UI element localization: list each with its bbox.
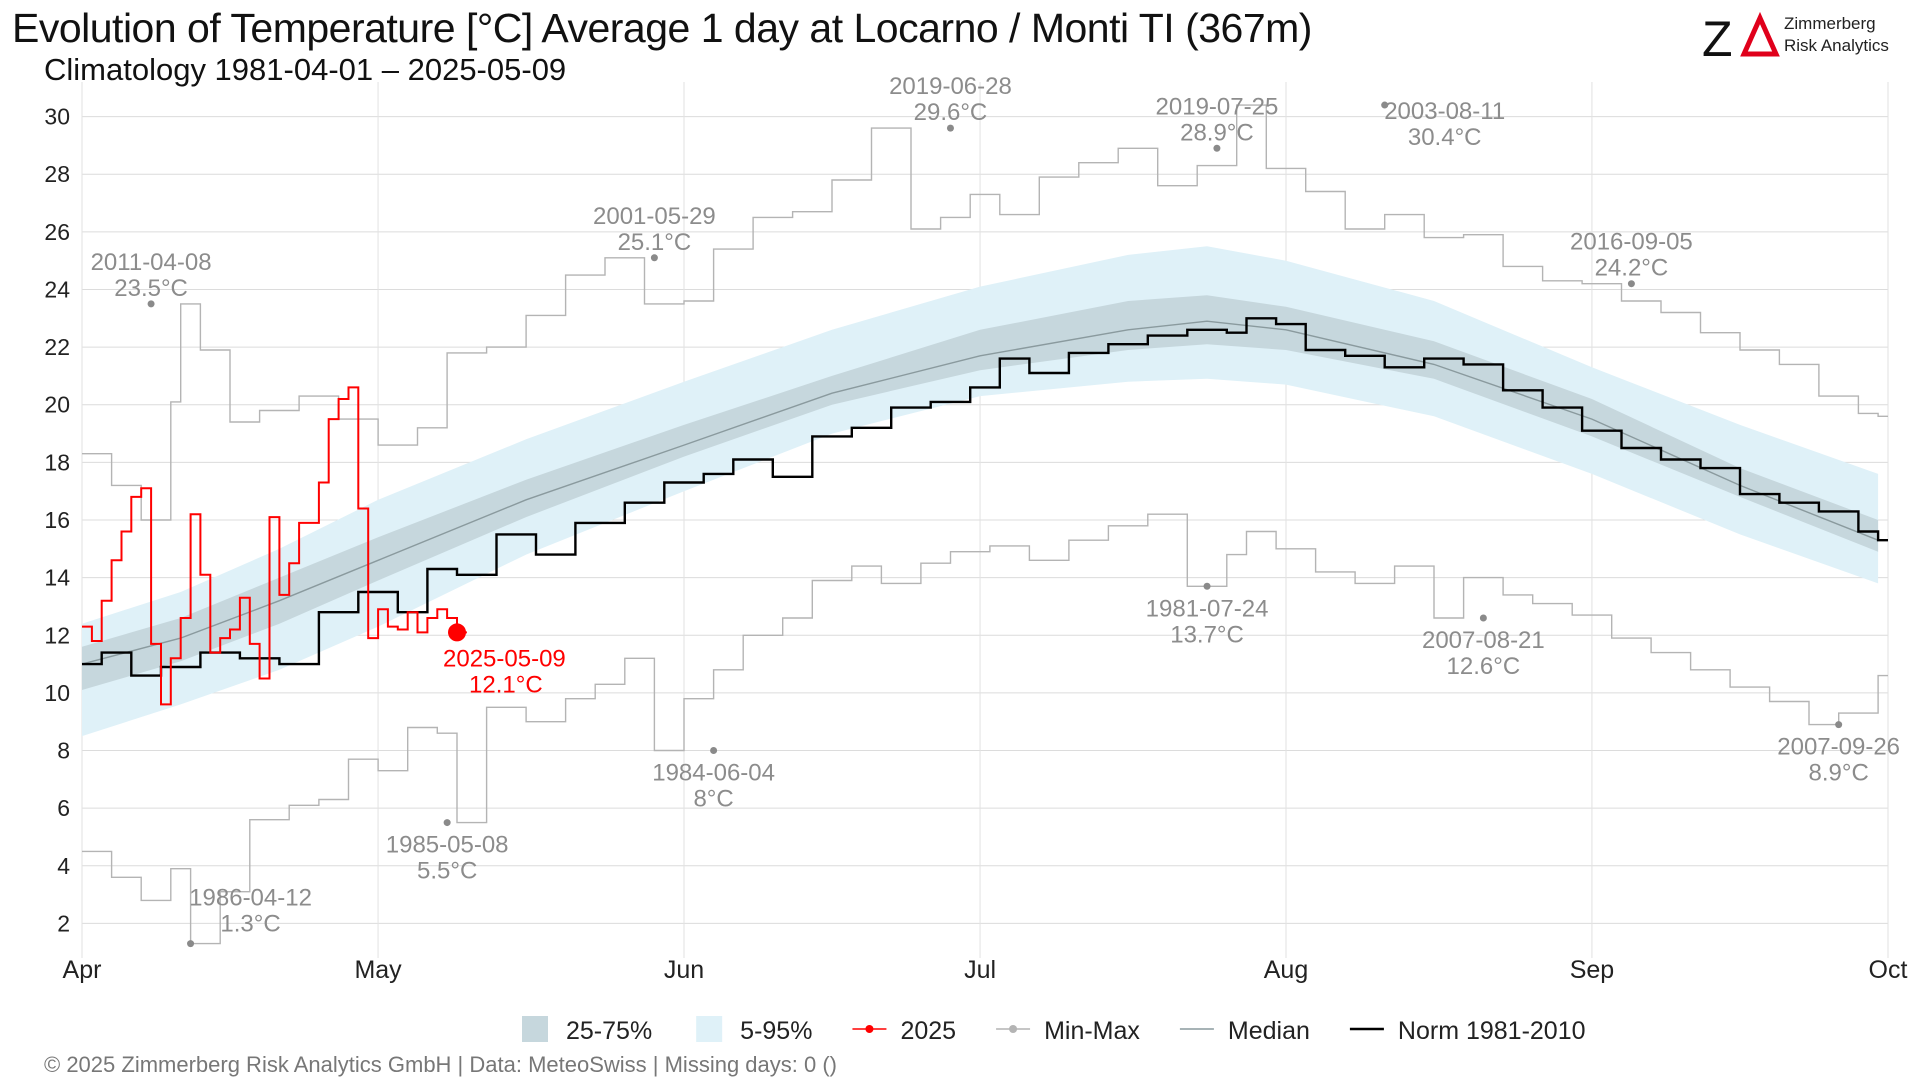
chart-legend: 25-75% 5-95% 2025 Min-Max Median Norm 1981-20… (522, 1016, 1586, 1045)
footer-credit: © 2025 Zimmerberg Risk Analytics GmbH | … (44, 1052, 837, 1077)
extreme-value-label: 25.1°C (618, 229, 692, 256)
extreme-point (1835, 721, 1843, 729)
y-tick-label: 10 (44, 680, 70, 706)
y-tick-label: 22 (44, 334, 70, 360)
extreme-point (1627, 280, 1635, 288)
extreme-value-label: 8.9°C (1809, 760, 1869, 787)
extreme-point (187, 940, 195, 948)
min-line (82, 513, 1888, 945)
extreme-point (1213, 144, 1221, 152)
extreme-value-label: 23.5°C (114, 275, 188, 302)
y-tick-label: 18 (44, 449, 70, 475)
norm-line (82, 317, 1888, 677)
extreme-value-label: 12.6°C (1447, 653, 1521, 680)
extreme-value-label: 1.3°C (220, 911, 280, 938)
y-tick-label: 6 (57, 795, 70, 821)
y-tick-label: 2 (57, 910, 70, 936)
current-point-marker (448, 623, 467, 642)
extreme-date-label: 2007-08-21 (1422, 627, 1545, 654)
extreme-value-label: 8°C (693, 786, 733, 813)
legend-swatch (696, 1016, 723, 1042)
extreme-date-label: 2019-06-28 (889, 73, 1012, 100)
extreme-point (1479, 614, 1487, 622)
legend-item-series-2025: 2025 (852, 1017, 956, 1045)
series-2025-line (82, 386, 467, 706)
y-tick-label: 20 (44, 392, 70, 418)
y-tick-label: 8 (57, 738, 70, 764)
legend-swatch (522, 1016, 548, 1042)
extreme-date-label: 2016-09-05 (1570, 229, 1693, 256)
logo-line-2: Risk Analytics (1784, 36, 1889, 55)
extreme-value-label: 28.9°C (1180, 119, 1254, 146)
extreme-value-label: 13.7°C (1170, 621, 1244, 648)
extreme-point (1381, 101, 1389, 109)
logo-mark-icon: Z (1702, 11, 1780, 66)
legend-label: 5-95% (740, 1017, 812, 1045)
y-tick-label: 16 (44, 507, 70, 533)
extreme-date-label: 2011-04-08 (91, 249, 212, 276)
x-tick-label: Aug (1264, 956, 1308, 984)
x-tick-label: May (354, 956, 402, 984)
y-tick-label: 4 (57, 853, 70, 879)
extreme-point (1203, 582, 1211, 590)
brand-logo: Z Zimmerberg Risk Analytics (1700, 10, 1900, 66)
extreme-point (443, 819, 451, 827)
legend-label: 25-75% (566, 1017, 652, 1045)
extreme-point (147, 300, 155, 308)
y-tick-label: 24 (44, 276, 70, 302)
chart-title: Evolution of Temperature [°C] Average 1 … (12, 5, 1312, 51)
legend-item-norm: Norm 1981-2010 (1349, 1017, 1586, 1045)
y-tick-label: 14 (44, 565, 70, 591)
extreme-value-label: 5.5°C (417, 858, 477, 885)
legend-label: Min-Max (1044, 1017, 1140, 1045)
legend-label: Norm 1981-2010 (1398, 1017, 1586, 1045)
legend-item-band-25-75: 25-75% (522, 1016, 652, 1045)
extreme-value-label: 24.2°C (1595, 255, 1669, 282)
median-line (81, 320, 1879, 665)
extreme-date-label: 1985-05-08 (386, 832, 509, 859)
extreme-value-label: 30.4°C (1408, 124, 1482, 151)
extreme-date-label: 2007-09-26 (1777, 734, 1900, 761)
legend-item-band-5-95: 5-95% (696, 1016, 812, 1045)
y-tick-label: 30 (44, 104, 70, 130)
logo-line-1: Zimmerberg (1784, 14, 1876, 33)
legend-label: 2025 (900, 1017, 956, 1045)
extreme-date-label: 1986-04-12 (189, 885, 312, 912)
x-tick-label: Apr (63, 956, 102, 984)
x-tick-label: Oct (1869, 956, 1908, 984)
logo-delta-shape (1740, 11, 1780, 57)
grid-layer (81, 82, 1889, 958)
y-tick-label: 12 (44, 622, 70, 648)
legend-item-minmax: Min-Max (996, 1017, 1140, 1045)
extreme-point (710, 747, 718, 755)
extreme-value-label: 29.6°C (914, 99, 988, 126)
max-line (82, 104, 1888, 521)
extreme-date-label: 1984-06-04 (652, 760, 775, 787)
extreme-date-label: 2001-05-29 (593, 203, 716, 230)
extreme-date-label: 1981-07-24 (1146, 595, 1269, 622)
band-layer (82, 246, 1879, 737)
line-layer (81, 104, 1888, 945)
extreme-date-label: 2003-08-11 (1384, 98, 1505, 125)
legend-label: Median (1228, 1017, 1310, 1045)
current-value-label: 12.1°C (469, 671, 543, 698)
current-date-label: 2025-05-09 (443, 645, 566, 672)
x-tick-label: Sep (1570, 956, 1614, 984)
x-tick-label: Jun (664, 956, 704, 984)
logo-mark-z: Z (1702, 11, 1733, 66)
y-tick-label: 28 (44, 161, 70, 187)
extreme-date-label: 2019-07-25 (1156, 93, 1279, 120)
legend-swatch-dot (865, 1025, 874, 1033)
y-tick-label: 26 (44, 219, 70, 245)
chart-subtitle: Climatology 1981-04-01 – 2025-05-09 (44, 52, 567, 87)
extreme-point (650, 254, 658, 262)
x-tick-label: Jul (964, 956, 996, 984)
legend-swatch-dot (1009, 1025, 1018, 1033)
extreme-point (946, 124, 954, 132)
legend-item-median: Median (1179, 1017, 1310, 1045)
